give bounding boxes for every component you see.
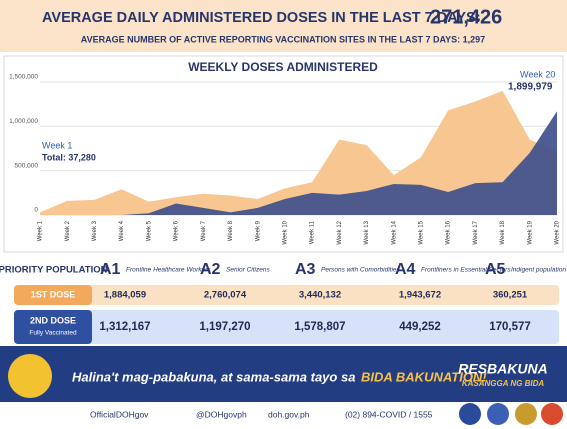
- cell: 449,252: [399, 321, 441, 333]
- group-code: A4: [395, 261, 416, 278]
- footer-link[interactable]: OfficialDOHgov: [90, 409, 149, 419]
- header-bg: [0, 0, 567, 52]
- plot: 0 500,000 1,000,000 1,500,000 Week 1 Week 2 We…: [9, 74, 561, 245]
- cell: 2,760,074: [204, 290, 247, 301]
- banner-text: Halina't mag-pabakuna, at sama-sama tayo…: [72, 369, 355, 384]
- x-tick-label: Week 1: [38, 220, 44, 241]
- row-note: Fully Vaccinated: [29, 330, 77, 337]
- x-tick-label: Week 2: [65, 220, 71, 241]
- annotation: Week 1: [42, 140, 72, 150]
- seal: [459, 403, 481, 425]
- y-tick-label: 500,000: [15, 162, 39, 169]
- x-tick-label: Week 10: [282, 220, 288, 244]
- banner-highlight: BIDA BAKUNATION!: [361, 369, 487, 384]
- row-label-bg: [14, 310, 92, 344]
- cell: 1,578,807: [294, 321, 345, 333]
- table-header: PRIORITY POPULATION: [0, 265, 108, 276]
- group-code: A3: [295, 261, 316, 278]
- x-tick-label: Week 20: [555, 220, 561, 244]
- table: PRIORITY POPULATION A1 Frontline Healthca…: [0, 254, 566, 346]
- cell: 1,197,270: [199, 321, 250, 333]
- x-tick-label: Week 13: [364, 220, 370, 244]
- group-code: A5: [485, 261, 506, 278]
- y-tick-label: 1,500,000: [9, 74, 38, 81]
- area: [40, 111, 557, 215]
- header-subtitle: AVERAGE NUMBER OF ACTIVE REPORTING VACCI…: [81, 34, 485, 44]
- area: [40, 90, 557, 215]
- banner-bg: [0, 346, 567, 402]
- group-desc: Frontline Healthcare Workers: [126, 267, 211, 274]
- row-label-bg: [14, 285, 92, 305]
- annotation: Week 20: [520, 69, 555, 79]
- annotation: 1,899,979: [508, 82, 553, 93]
- x-tick-label: Week 15: [419, 220, 425, 244]
- x-tick-label: Week 8: [228, 220, 234, 241]
- footer-link[interactable]: @DOHgovph: [196, 409, 247, 419]
- cell: 3,440,132: [299, 290, 341, 301]
- logo: [8, 354, 52, 398]
- banner-logo: RESBAKUNA: [458, 361, 547, 377]
- x-tick-label: Week 5: [146, 220, 152, 241]
- x-tick-label: Week 6: [174, 220, 180, 241]
- header-title: AVERAGE DAILY ADMINISTERED DOSES IN THE …: [42, 10, 481, 26]
- x-tick-label: Week 3: [92, 220, 98, 241]
- annotation: Total: 37,280: [42, 152, 96, 162]
- row-bg: [14, 310, 559, 344]
- group-desc: Frontliners in Essential Sectors: [421, 267, 511, 274]
- seal: [487, 403, 509, 425]
- x-tick-label: Week 14: [391, 220, 397, 244]
- group-code: A1: [100, 261, 121, 278]
- cell: 1,943,672: [399, 290, 441, 301]
- seal: [541, 403, 563, 425]
- row-label: 1ST DOSE: [31, 289, 76, 299]
- x-tick-label: Week 9: [255, 220, 261, 241]
- cell: 1,312,167: [99, 321, 150, 333]
- group-desc: Persons with Comorbidities: [321, 267, 401, 274]
- cell: 170,577: [489, 321, 531, 333]
- cell: 1,884,059: [104, 290, 146, 301]
- group-desc: Indigent population: [511, 267, 566, 274]
- cell: 360,251: [493, 290, 528, 301]
- x-tick-label: Week 4: [119, 220, 125, 241]
- x-tick-label: Week 18: [500, 220, 506, 244]
- seal: [515, 403, 537, 425]
- x-tick-label: Week 12: [337, 220, 343, 244]
- x-tick-label: Week 17: [473, 220, 479, 244]
- row-bg: [14, 285, 559, 305]
- x-tick-label: Week 19: [527, 220, 533, 244]
- y-tick-label: 1,000,000: [9, 118, 38, 125]
- header-value: 271,426: [430, 6, 502, 28]
- footer-link[interactable]: (02) 894-COVID / 1555: [345, 409, 433, 419]
- chart-title: WEEKLY DOSES ADMINISTERED: [188, 60, 378, 74]
- x-tick-label: Week 7: [201, 220, 207, 241]
- x-tick-label: Week 11: [310, 220, 316, 244]
- group-desc: Senior Citizens: [226, 267, 270, 274]
- banner-logo-sub: KASANGGA NG BIDA: [462, 379, 545, 388]
- y-tick-label: 0: [34, 207, 38, 214]
- row-label: 2ND DOSE: [30, 315, 76, 325]
- x-tick-label: Week 16: [446, 220, 452, 244]
- footer-link[interactable]: doh.gov.ph: [268, 409, 310, 419]
- group-code: A2: [200, 261, 221, 278]
